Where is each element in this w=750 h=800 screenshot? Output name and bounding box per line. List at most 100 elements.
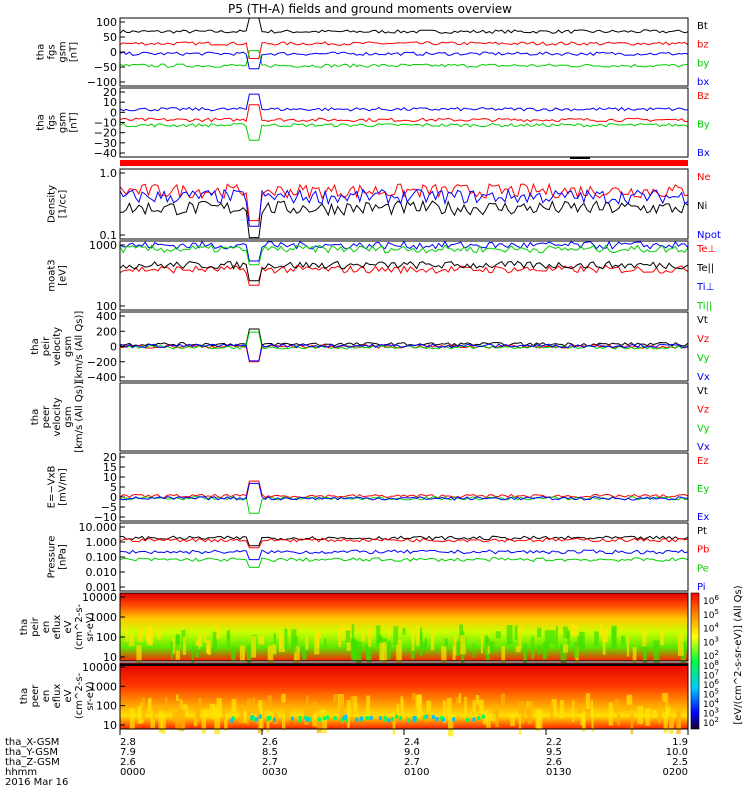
y-tick-label: 0 (110, 491, 117, 504)
spectrogram-cell (538, 712, 542, 720)
y-tick-label: 20 (103, 451, 117, 464)
spectrogram-cell (176, 694, 179, 701)
spectrogram-cell (430, 629, 435, 651)
legend-by: By (697, 120, 710, 131)
spectrogram-cell (523, 643, 527, 666)
spectrogram-cell (387, 718, 391, 723)
legend-bx: Bx (697, 148, 710, 159)
spectrogram-cell (281, 693, 286, 703)
y-tick-label: 200 (96, 325, 117, 338)
x-row-value: 0030 (262, 767, 287, 778)
spectrogram-cell (518, 627, 522, 649)
colorbar-tick: 106 (703, 678, 719, 691)
y-tick-label: 100 (96, 300, 117, 313)
legend-pt: Pt (697, 526, 707, 537)
plot-frame (119, 382, 689, 452)
series-line-bz (119, 41, 689, 59)
panel-6: thapeervelocitygsm[km/s (All Qs)] Vt Vz Vy V… (30, 381, 710, 453)
spectrogram-cell (398, 716, 402, 721)
colorbar-tick: 105 (703, 688, 719, 701)
series-line-pb (119, 537, 689, 549)
y-tick-label: 10 (103, 719, 117, 732)
spectrogram-cell (453, 636, 457, 656)
spectrogram-cell (560, 645, 567, 664)
spectrogram-cell (514, 625, 518, 640)
colorbar-tick: 104 (703, 622, 719, 635)
spectrogram-cell (305, 717, 309, 722)
spectrogram-cell (411, 628, 415, 651)
legend-ni: Ni (697, 201, 707, 212)
y-axis-label: E=−VxB[mV/m] (47, 466, 69, 509)
spectrogram-cell (614, 699, 620, 713)
spectrogram-cell (231, 646, 236, 662)
spectrogram-cell (231, 699, 237, 719)
spectrogram-cell (272, 644, 277, 654)
spectrogram-cell (395, 714, 398, 719)
spectrogram-cell (602, 638, 606, 655)
panel-4: 1000 100 moat3[eV] Te⊥ Te|| Ti⊥ Ti|| (47, 239, 717, 313)
spectrogram-cell (396, 639, 402, 664)
spectrogram-cell (261, 700, 266, 711)
y-tick-label: 0.1 (100, 229, 118, 242)
legend-vt: Vt (697, 386, 708, 397)
spectrogram-cell (136, 645, 142, 669)
spectrogram-cell (191, 646, 194, 668)
spectrogram-cell (392, 712, 396, 735)
y-tick-label: −100 (87, 76, 117, 89)
spectrogram-cell (368, 636, 372, 649)
y-tick-label: 0 (110, 106, 117, 119)
x-row-value: 9.0 (404, 747, 420, 758)
spectrogram-cell (479, 705, 484, 714)
spectrogram-cell (333, 716, 337, 721)
spectrogram-cell (396, 703, 400, 715)
spectrogram-cell (501, 646, 505, 664)
spectrogram-cell (542, 642, 548, 660)
spectrogram-cell (378, 716, 382, 721)
spectrogram-cell (212, 705, 218, 716)
spectrogram-cell (125, 625, 129, 642)
spectrogram-cell (490, 714, 496, 722)
spectrogram-cell (172, 637, 175, 654)
spectrogram-cell (295, 636, 298, 645)
spectrogram-cell (301, 646, 307, 660)
legend-ex: Ex (697, 512, 709, 523)
spectrogram-cell (279, 635, 285, 652)
y-tick-label: 10000 (82, 591, 117, 604)
spectrogram-cell (527, 701, 533, 724)
spectrogram-cell (479, 699, 484, 708)
panel-8: 10.000 1.000 0.100 0.010 0.001 Pressure[nPa] P… (47, 521, 710, 594)
spectrogram-cell (175, 643, 180, 660)
spectrogram-cell (472, 643, 475, 658)
spectrogram-cell (195, 640, 201, 650)
x-row-value: 0100 (404, 767, 429, 778)
spectrogram-cell (591, 708, 594, 732)
spectrogram-cell (653, 640, 660, 663)
spectrogram-cell (510, 713, 515, 727)
spectrogram-cell (355, 717, 359, 722)
y-tick-label: −20 (94, 127, 117, 140)
y-axis-label: moat3[eV] (47, 259, 69, 291)
spectrogram-cell (350, 696, 354, 703)
series-line-ti (119, 244, 689, 266)
spectrogram-cell (617, 714, 621, 726)
spectrogram-cell (585, 693, 591, 709)
y-axis-label: thafgsgsm[nT] (36, 112, 80, 133)
x-row-value: 0000 (120, 767, 145, 778)
spectrogram-cell (352, 696, 358, 705)
panel-9: 10000 1000 100 10 thapeirenefluxeV(cm^2-s-sr… (19, 591, 689, 669)
spectrogram-cell (423, 715, 427, 720)
x-row-value: 0130 (546, 767, 571, 778)
spectrogram-cell (570, 625, 573, 633)
spectrogram-cell (290, 716, 294, 721)
spectrogram-cell (353, 704, 358, 711)
spectrogram-cell (318, 717, 322, 722)
legend-by: by (697, 58, 709, 69)
spectrogram-cell (361, 630, 365, 642)
spectrogram-cell (182, 709, 186, 731)
x-row-value: 2.7 (262, 757, 278, 768)
spectrogram-cell (251, 697, 256, 714)
spectrogram-cell (560, 700, 564, 719)
spectrogram-cell (312, 714, 317, 727)
spectrogram-cell (668, 715, 673, 725)
